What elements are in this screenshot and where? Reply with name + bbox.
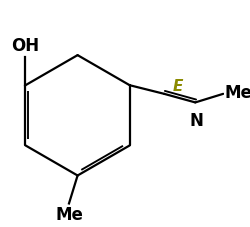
Text: Me: Me bbox=[224, 84, 250, 102]
Text: OH: OH bbox=[11, 37, 39, 55]
Text: N: N bbox=[189, 112, 202, 130]
Text: E: E bbox=[172, 79, 182, 94]
Text: Me: Me bbox=[55, 206, 82, 224]
